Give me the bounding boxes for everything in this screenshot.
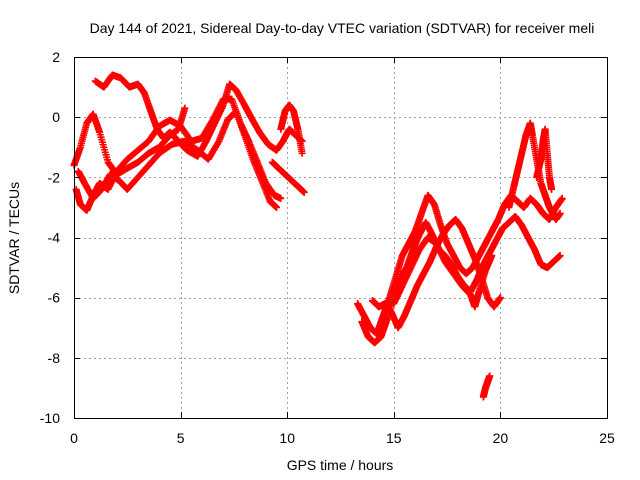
x-tick-label: 10 [279, 430, 295, 446]
x-tick-label: 0 [70, 430, 78, 446]
y-tick-label: -2 [48, 169, 61, 185]
x-tick-label: 25 [599, 430, 615, 446]
y-tick-label: 0 [52, 109, 60, 125]
y-axis-title: SDTVAR / TECUs [6, 182, 22, 294]
series-trace-a [70, 104, 189, 178]
x-tick-label: 20 [493, 430, 509, 446]
series-trace-f [268, 158, 308, 196]
y-tick-label: -8 [48, 350, 61, 366]
x-axis-title: GPS time / hours [287, 457, 394, 473]
data-point [488, 252, 496, 260]
y-tick-label: -10 [40, 410, 60, 426]
series-trace-j [390, 234, 496, 311]
y-tick-label: 2 [52, 49, 60, 65]
grid-lines [74, 57, 607, 418]
data-points [70, 71, 566, 401]
data-point [558, 194, 566, 202]
y-tick-label: -6 [48, 290, 61, 306]
series-trace-l [533, 125, 556, 193]
y-tick-label: -4 [48, 230, 61, 246]
data-point [300, 188, 308, 196]
series-trace-g [354, 191, 566, 338]
y-tick-labels: -10 -8 -6 -4 -2 0 2 [40, 49, 60, 426]
data-point [548, 185, 556, 193]
series-trace-k [505, 119, 564, 223]
data-point [556, 252, 564, 260]
data-point [273, 203, 281, 211]
data-point [277, 194, 285, 202]
x-tick-label: 5 [177, 430, 185, 446]
series-trace-e [277, 101, 306, 157]
data-point [298, 149, 306, 157]
axis-ticks [74, 57, 608, 419]
series-trace-d [91, 71, 306, 160]
series-trace-c [74, 107, 281, 211]
data-point [181, 104, 189, 112]
series-trace-i [368, 215, 504, 332]
x-tick-label: 15 [386, 430, 402, 446]
x-tick-labels: 0 5 10 15 20 25 [70, 430, 615, 446]
chart-title: Day 144 of 2021, Sidereal Day-to-day VTE… [90, 20, 595, 36]
series-trace-m [479, 372, 494, 401]
data-point [486, 372, 494, 380]
data-point [496, 294, 504, 302]
data-point [556, 209, 564, 217]
